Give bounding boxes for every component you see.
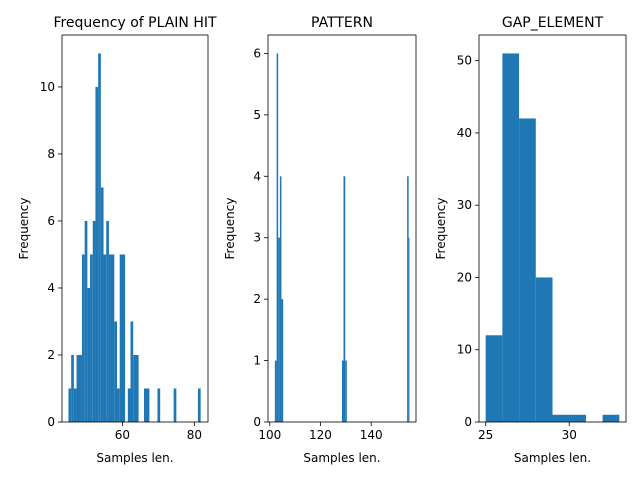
histogram-bar [68, 388, 72, 422]
y-tick-label: 2 [47, 348, 55, 362]
histogram-bar [342, 360, 344, 422]
axes-frame [61, 34, 209, 423]
histogram-bar [552, 414, 586, 422]
y-tick-label: 10 [40, 80, 55, 94]
y-tick-label: 50 [457, 54, 472, 68]
histogram-bar [173, 388, 177, 422]
histogram-bar [130, 321, 134, 422]
histogram-bar [133, 354, 139, 422]
histogram-bar [602, 414, 620, 422]
histogram-bar [73, 388, 77, 422]
histogram-bar [519, 118, 536, 422]
chart-2: 100 120 140 0 1 2 3 4 5 6 PATTERN Samples len. Frequ… [223, 15, 417, 465]
histogram-bar [71, 354, 74, 422]
x-tick-label: 60 [115, 428, 130, 442]
axes-frame [267, 34, 417, 423]
y-tick-label: 8 [47, 147, 55, 161]
histogram-bar [408, 237, 410, 422]
y-tick-label: 4 [253, 169, 261, 183]
histogram-bar [276, 53, 279, 423]
histogram-bar [81, 254, 85, 422]
histogram-bar [274, 360, 277, 422]
histogram-bar [281, 299, 284, 422]
histogram-bar [117, 388, 120, 422]
histogram-bar [100, 187, 104, 422]
chart-title: PATTERN [311, 15, 373, 31]
histogram-bar [407, 176, 409, 422]
histogram-bar [278, 237, 280, 422]
histogram-bar [106, 220, 109, 422]
y-tick-label: 40 [457, 126, 472, 140]
y-tick-label: 6 [253, 46, 261, 60]
axes-frame [478, 34, 627, 423]
histogram-bar [98, 53, 101, 423]
histogram-bar [485, 335, 503, 422]
y-tick-label: 0 [464, 415, 472, 429]
x-axis-label: Samples len. [96, 451, 173, 465]
y-tick-label: 10 [457, 343, 472, 357]
histogram-bar [279, 176, 282, 422]
x-tick-label: 120 [309, 428, 332, 442]
y-tick-label: 30 [457, 198, 472, 212]
histogram-bar [127, 388, 131, 422]
x-tick-label: 80 [187, 428, 202, 442]
chart-1: 60 80 0 2 4 6 8 10 Frequency of PLAIN HIT Samples… [17, 15, 217, 465]
histogram-bar [92, 220, 96, 422]
x-tick-label: 25 [478, 428, 493, 442]
histogram-bar [76, 354, 82, 422]
histogram-bar [108, 254, 115, 422]
y-tick-label: 0 [47, 415, 55, 429]
histogram-bar [345, 360, 347, 422]
histogram-bar [87, 287, 91, 422]
y-tick-label: 20 [457, 270, 472, 284]
histogram-bar [114, 321, 118, 422]
y-tick-label: 1 [253, 354, 261, 368]
y-tick-label: 6 [47, 214, 55, 228]
chart-title: Frequency of PLAIN HIT [53, 15, 217, 31]
y-tick-label: 4 [47, 281, 55, 295]
y-tick-label: 2 [253, 292, 261, 306]
histogram-bar [197, 388, 201, 422]
y-axis-label: Frequency [223, 198, 237, 260]
x-axis-label: Samples len. [514, 451, 591, 465]
y-axis-label: Frequency [434, 198, 448, 260]
histogram-bar [84, 220, 88, 422]
x-tick-label: 140 [360, 428, 383, 442]
chart-3: 25 30 0 10 20 30 40 50 GAP_ELEMENT Samples len. Fr… [434, 15, 627, 465]
y-tick-label: 5 [253, 108, 261, 122]
y-tick-label: 3 [253, 231, 261, 245]
histogram-bar [535, 277, 553, 422]
histogram-bar [95, 86, 99, 422]
chart-title: GAP_ELEMENT [502, 15, 604, 31]
histogram-bar [502, 53, 520, 423]
y-axis-label: Frequency [17, 198, 31, 260]
histogram-bar [119, 254, 126, 422]
histogram-bar [343, 176, 346, 422]
histogram-bar [143, 388, 150, 422]
histogram-bar [157, 388, 161, 422]
histogram-bar [103, 254, 107, 422]
y-tick-label: 0 [253, 415, 261, 429]
x-tick-label: 30 [562, 428, 577, 442]
histogram-bar [90, 254, 93, 422]
x-axis-label: Samples len. [303, 451, 380, 465]
x-tick-label: 100 [258, 428, 281, 442]
